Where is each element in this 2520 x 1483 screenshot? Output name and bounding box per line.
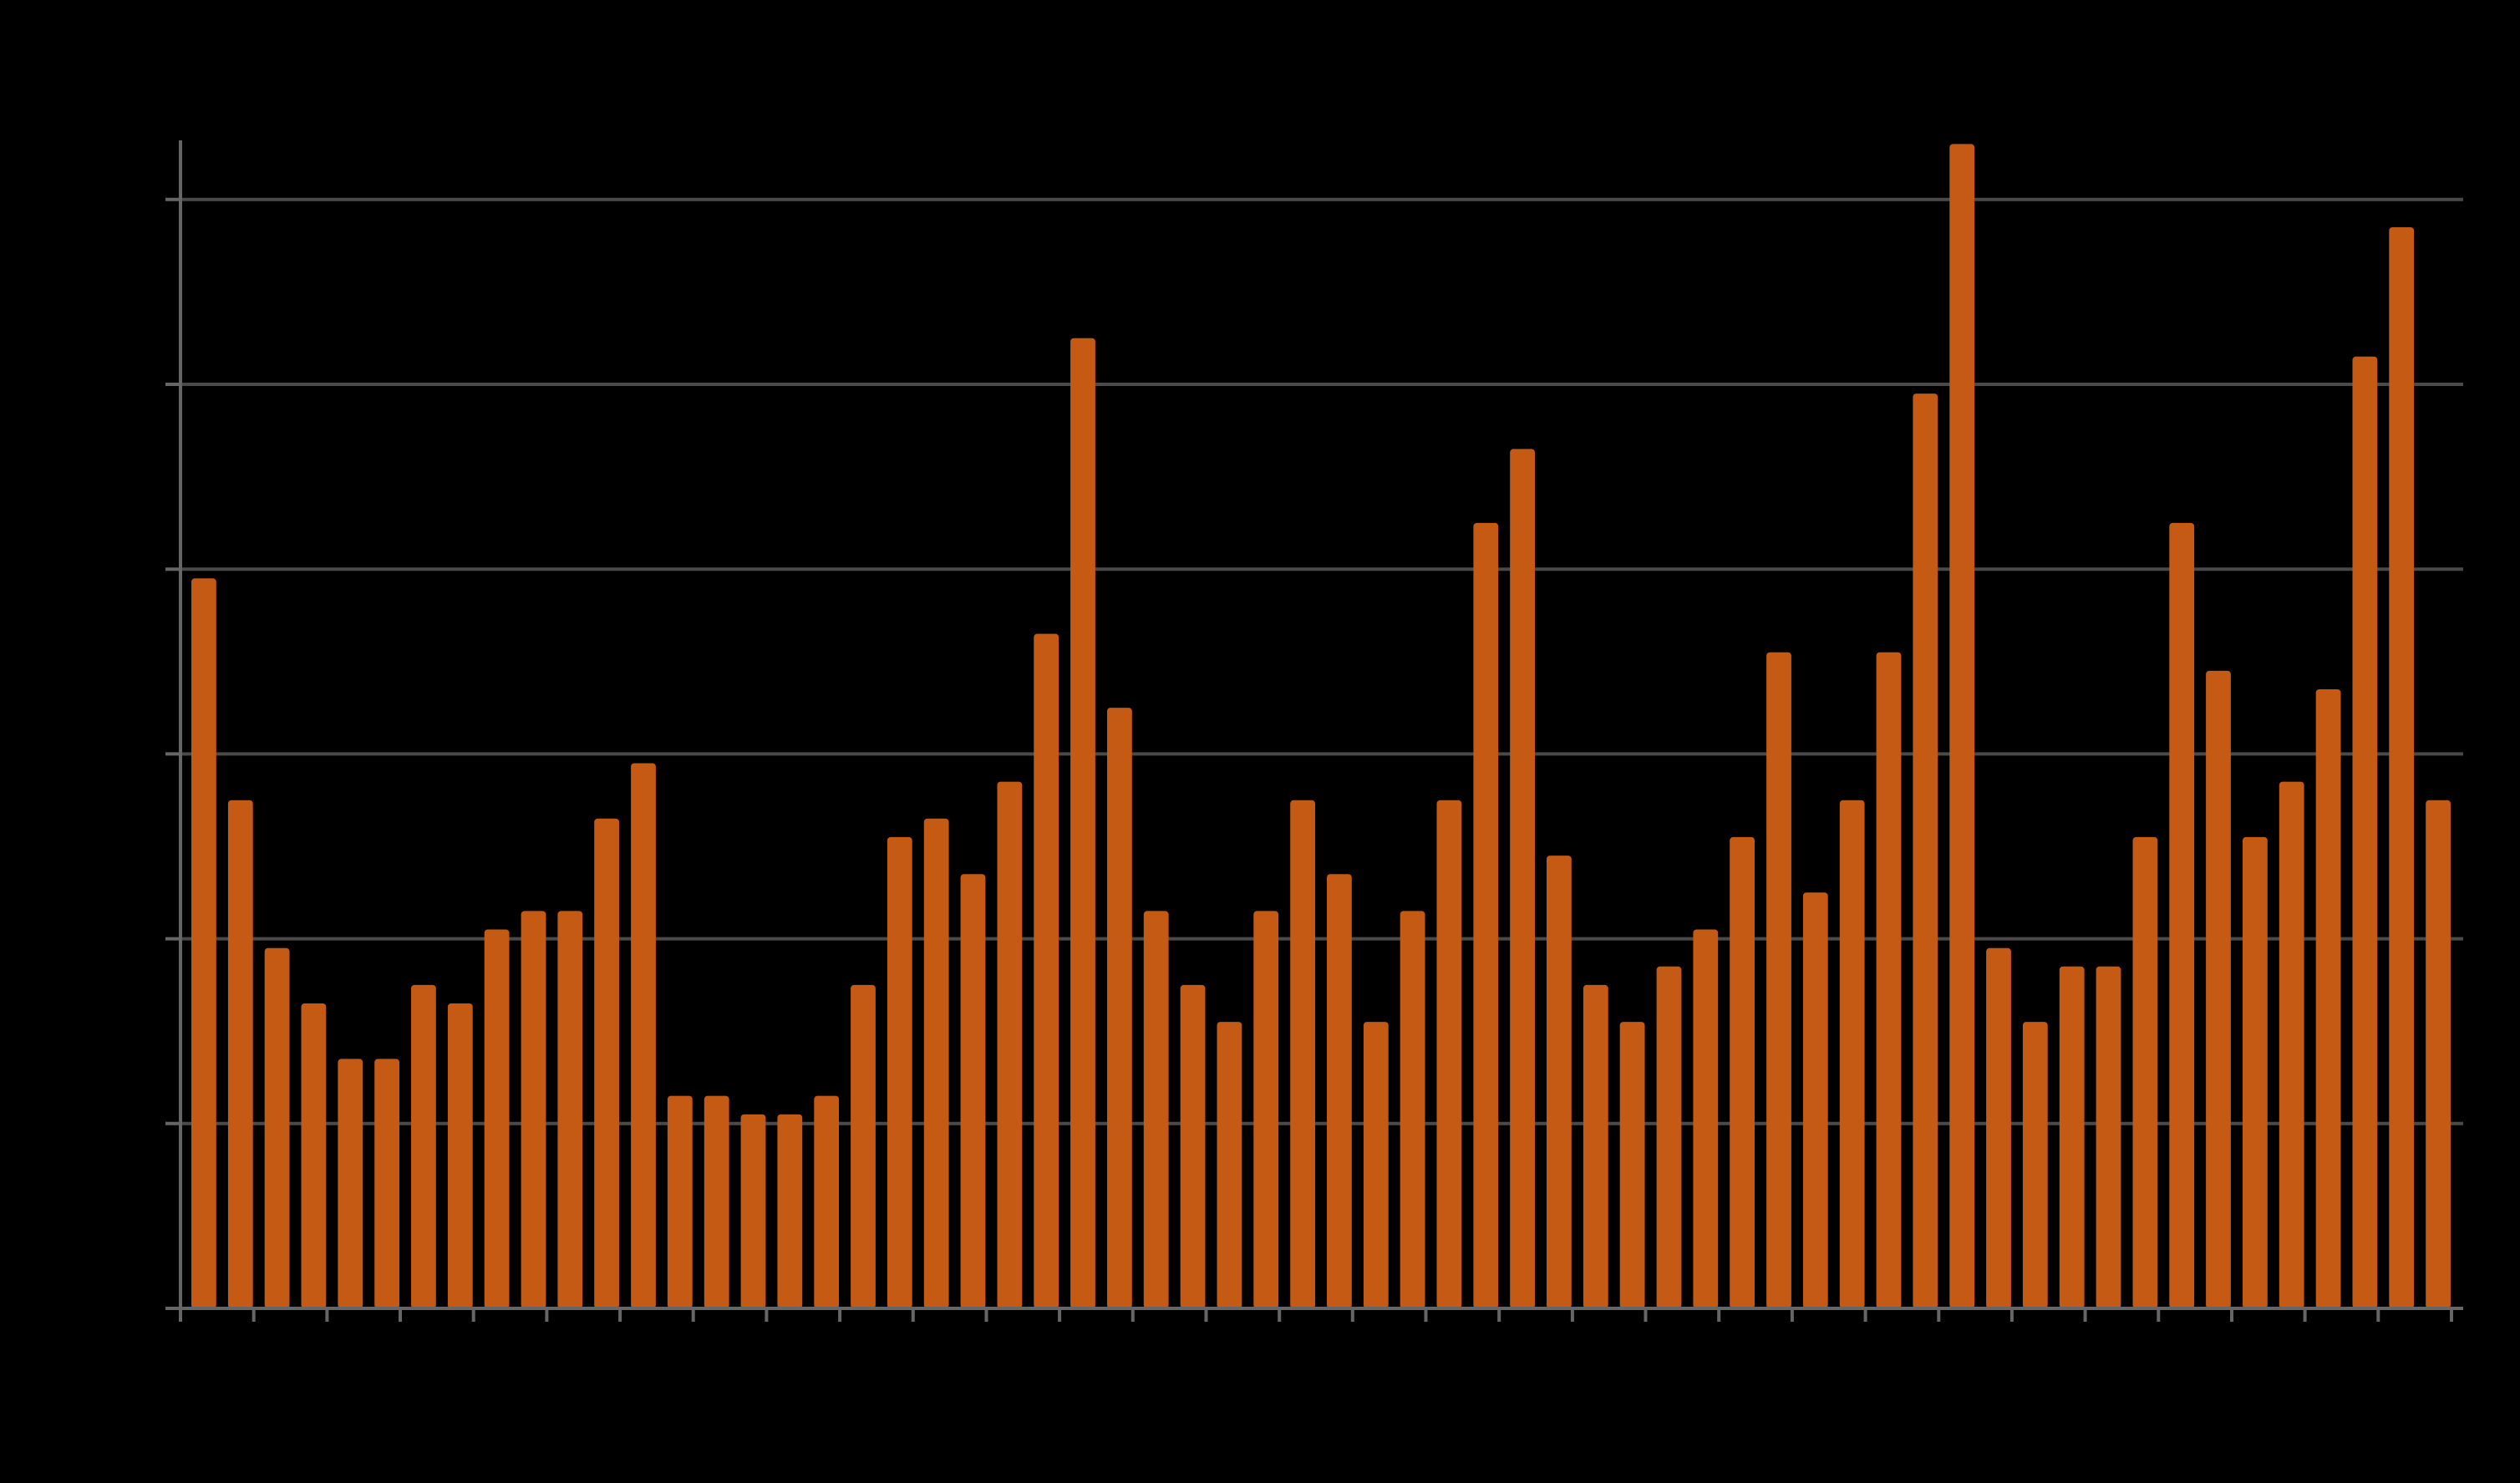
bar-62 bbox=[2426, 800, 2451, 1308]
bars bbox=[191, 144, 2451, 1309]
bar-52 bbox=[2059, 966, 2085, 1308]
bar-6 bbox=[374, 1059, 399, 1308]
bar-31 bbox=[1290, 800, 1315, 1308]
bar-24 bbox=[1034, 633, 1059, 1308]
bar-13 bbox=[631, 763, 656, 1308]
bar-61 bbox=[2389, 227, 2415, 1308]
bar-44 bbox=[1766, 652, 1791, 1308]
bar-59 bbox=[2315, 689, 2341, 1308]
bar-37 bbox=[1510, 449, 1535, 1308]
axes bbox=[165, 140, 2463, 1322]
bar-38 bbox=[1547, 856, 1572, 1308]
bar-54 bbox=[2132, 836, 2158, 1308]
bar-51 bbox=[2022, 1022, 2048, 1308]
bar-32 bbox=[1327, 874, 1352, 1308]
bar-3 bbox=[264, 947, 290, 1308]
bar-58 bbox=[2279, 781, 2304, 1308]
bar-8 bbox=[447, 1003, 473, 1308]
bar-45 bbox=[1802, 892, 1828, 1308]
bar-42 bbox=[1693, 929, 1719, 1308]
bar-16 bbox=[740, 1114, 766, 1308]
bar-35 bbox=[1436, 800, 1462, 1308]
bar-14 bbox=[667, 1095, 693, 1308]
bar-43 bbox=[1730, 836, 1755, 1308]
bar-33 bbox=[1363, 1022, 1389, 1308]
bar-7 bbox=[411, 984, 436, 1308]
bar-25 bbox=[1070, 338, 1095, 1309]
bar-1 bbox=[191, 578, 216, 1308]
bar-19 bbox=[851, 984, 876, 1308]
bar-47 bbox=[1876, 652, 1902, 1308]
bar-46 bbox=[1839, 800, 1865, 1308]
bar-49 bbox=[1949, 144, 1975, 1308]
bar-56 bbox=[2206, 670, 2231, 1308]
bar-53 bbox=[2096, 966, 2121, 1308]
bar-17 bbox=[777, 1114, 803, 1308]
bar-60 bbox=[2352, 356, 2378, 1308]
bar-22 bbox=[960, 874, 986, 1308]
bar-30 bbox=[1253, 911, 1279, 1308]
bar-39 bbox=[1583, 984, 1608, 1308]
bar-2 bbox=[227, 800, 253, 1308]
bar-34 bbox=[1400, 911, 1425, 1308]
bar-12 bbox=[594, 818, 619, 1308]
bar-11 bbox=[557, 911, 583, 1308]
bar-48 bbox=[1913, 394, 1938, 1309]
bar-26 bbox=[1107, 708, 1132, 1308]
bar-20 bbox=[887, 836, 912, 1308]
bar-29 bbox=[1217, 1022, 1242, 1308]
bar-41 bbox=[1656, 966, 1682, 1308]
bar-50 bbox=[1986, 947, 2011, 1308]
bar-18 bbox=[814, 1095, 840, 1308]
bar-40 bbox=[1619, 1022, 1645, 1308]
bar-55 bbox=[2169, 522, 2195, 1308]
bar-5 bbox=[338, 1059, 363, 1308]
bar-27 bbox=[1143, 911, 1169, 1308]
bar-36 bbox=[1473, 522, 1499, 1308]
bar-4 bbox=[301, 1003, 327, 1308]
bar-10 bbox=[521, 911, 546, 1308]
bar-57 bbox=[2243, 836, 2268, 1308]
bar-15 bbox=[704, 1095, 729, 1308]
bar-23 bbox=[997, 781, 1023, 1308]
bar-28 bbox=[1180, 984, 1206, 1308]
bar-21 bbox=[923, 818, 949, 1308]
bar-9 bbox=[484, 929, 510, 1308]
